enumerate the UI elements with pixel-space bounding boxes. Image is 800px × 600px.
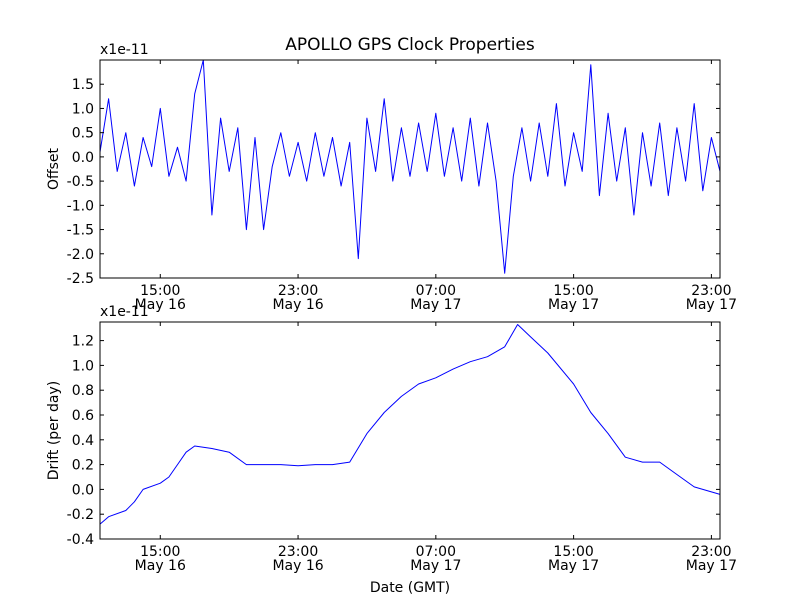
y-tick-label: -0.2 (67, 507, 94, 523)
x-tick-label-time: 07:00 (416, 544, 456, 560)
y-axis-label: Offset (46, 147, 62, 190)
y-tick-label: 0.4 (72, 433, 94, 449)
y-tick-label: 1.5 (72, 77, 94, 93)
y-tick-label: -2.5 (67, 271, 94, 287)
y-tick-label: -1.5 (67, 223, 94, 239)
x-tick-label-time: 15:00 (140, 283, 180, 299)
plot-frame (99, 321, 721, 540)
x-tick-label-time: 15:00 (140, 544, 180, 560)
x-tick-label-date: May 17 (686, 558, 737, 574)
x-tick-label-time: 07:00 (416, 283, 456, 299)
x-tick-label-time: 23:00 (278, 283, 318, 299)
x-tick-label-time: 23:00 (691, 283, 731, 299)
y-tick-label: -0.5 (67, 174, 94, 190)
y-tick-label: 0.8 (72, 383, 94, 399)
y-tick-label: 0.5 (72, 126, 94, 142)
x-tick-label-time: 23:00 (691, 544, 731, 560)
y-tick-label: -2.0 (67, 247, 94, 263)
figure-title: APOLLO GPS Clock Properties (285, 35, 535, 55)
x-tick-label-date: May 16 (272, 297, 323, 313)
y-multiplier-label: x1e-11 (100, 304, 149, 320)
y-tick-label: -1.0 (67, 198, 94, 214)
x-tick-label-date: May 17 (548, 558, 599, 574)
y-tick-label: 1.0 (72, 358, 94, 374)
x-tick-label-time: 15:00 (553, 544, 593, 560)
y-tick-label: 1.0 (72, 101, 94, 117)
x-tick-label-date: May 17 (410, 558, 461, 574)
x-tick-label-date: May 16 (135, 297, 186, 313)
series-line (99, 324, 721, 525)
x-tick-label-date: May 17 (410, 297, 461, 313)
x-tick-label-date: May 17 (686, 297, 737, 313)
y-tick-label: 0.0 (72, 482, 94, 498)
x-axis-label: Date (GMT) (370, 580, 450, 596)
y-tick-label: 0.6 (72, 408, 94, 424)
x-tick-label-time: 23:00 (278, 544, 318, 560)
x-tick-label-date: May 16 (135, 558, 186, 574)
y-tick-label: 1.2 (72, 334, 94, 350)
x-tick-label-date: May 17 (548, 297, 599, 313)
y-tick-label: 0.2 (72, 458, 94, 474)
y-multiplier-label: x1e-11 (100, 42, 149, 58)
plot-frame (99, 59, 721, 279)
x-tick-label-time: 15:00 (553, 283, 593, 299)
y-tick-label: -0.4 (67, 532, 94, 548)
offset-panel: -2.5-2.0-1.5-1.0-0.50.00.51.01.515:00May… (46, 42, 737, 313)
x-tick-label-date: May 16 (272, 558, 323, 574)
y-tick-label: 0.0 (72, 150, 94, 166)
y-axis-label: Drift (per day) (46, 381, 62, 480)
